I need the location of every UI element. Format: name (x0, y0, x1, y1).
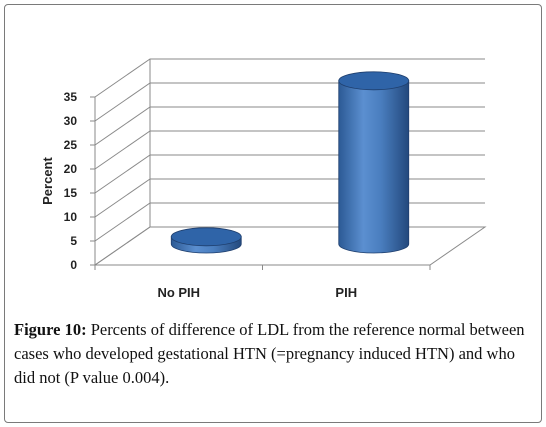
gridline (94, 154, 485, 194)
y-tick-label: 25 (64, 138, 78, 152)
caption-text: Percents of difference of LDL from the r… (14, 320, 525, 387)
x-category-label: PIH (335, 285, 357, 300)
bar-cylinder-top (170, 227, 242, 247)
y-tick-label: 30 (64, 114, 78, 128)
figure-caption: Figure 10: Percents of difference of LDL… (14, 318, 534, 390)
y-tick-label: 15 (64, 186, 78, 200)
y-tick-label: 0 (70, 258, 77, 272)
y-tick-label: 20 (64, 162, 78, 176)
chart-floor (93, 226, 487, 266)
gridline (94, 58, 485, 98)
figure-frame (4, 4, 542, 423)
x-category-label: No PIH (157, 285, 200, 300)
bar-cylinder-top (338, 71, 410, 91)
y-tick-label: 10 (64, 210, 78, 224)
gridline (94, 82, 485, 122)
bar-cylinder-body (338, 80, 410, 254)
y-tick-label: 35 (64, 90, 78, 104)
bar-chart: 0 5 10 15 20 25 30 35 Percent No PIH PIH (40, 58, 487, 300)
caption-label: Figure 10: (14, 320, 87, 339)
gridline (94, 202, 485, 242)
y-tick-label: 5 (70, 234, 77, 248)
gridline (94, 226, 485, 266)
gridline (94, 130, 485, 170)
gridline (94, 106, 485, 146)
gridline (94, 178, 485, 218)
y-axis-title: Percent (40, 156, 55, 204)
